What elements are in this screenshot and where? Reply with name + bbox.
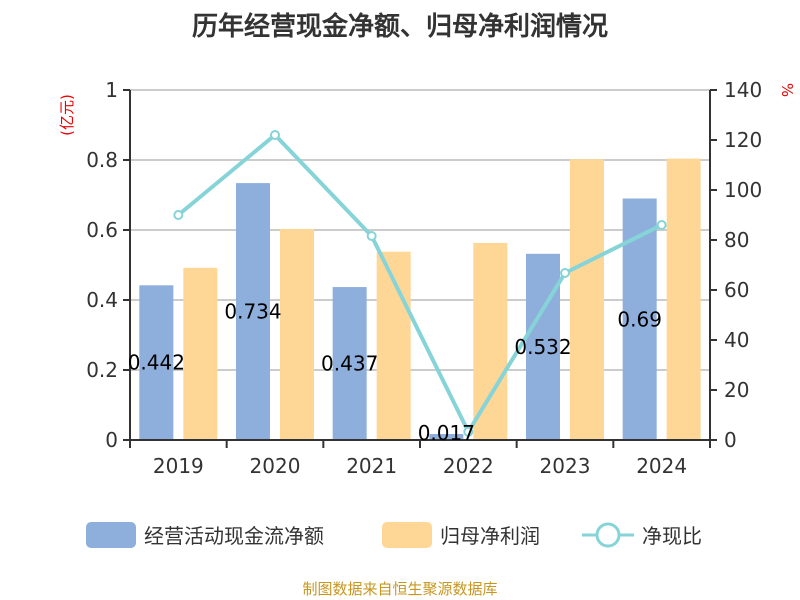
ratio-point bbox=[560, 268, 570, 278]
bar-profit bbox=[570, 159, 604, 441]
x-tick-label: 2020 bbox=[250, 454, 301, 478]
data-label: 0.734 bbox=[224, 300, 281, 324]
legend-label: 归母净利润 bbox=[440, 524, 540, 548]
left-tick-label: 0.2 bbox=[86, 358, 118, 382]
bar-cashflow bbox=[332, 287, 367, 440]
x-tick-label: 2022 bbox=[443, 454, 494, 478]
legend-marker bbox=[595, 522, 621, 548]
left-tick-label: 0.6 bbox=[86, 218, 118, 242]
legend-label: 净现比 bbox=[642, 524, 702, 548]
left-tick-label: 0.4 bbox=[86, 288, 118, 312]
right-tick-label: 20 bbox=[724, 378, 749, 402]
left-tick-label: 0.8 bbox=[86, 148, 118, 172]
ratio-point bbox=[463, 426, 474, 437]
x-tick-label: 2023 bbox=[540, 454, 591, 478]
bar-cashflow bbox=[526, 253, 560, 440]
left-axis-label: (亿元) bbox=[58, 94, 76, 136]
x-tick-label: 2021 bbox=[346, 454, 397, 478]
right-tick-label: 0 bbox=[724, 428, 737, 452]
right-tick-label: 60 bbox=[724, 278, 749, 302]
bar-cashflow bbox=[429, 434, 464, 440]
legend-label: 经营活动现金流净额 bbox=[144, 524, 324, 548]
right-tick-label: 40 bbox=[724, 328, 749, 352]
x-tick-label: 2024 bbox=[636, 454, 687, 478]
legend-swatch bbox=[382, 522, 432, 548]
ratio-line bbox=[177, 132, 663, 436]
x-tick-label: 2019 bbox=[153, 454, 204, 478]
left-tick-label: 0 bbox=[105, 428, 118, 452]
bar-cashflow bbox=[236, 183, 270, 440]
bar-profit bbox=[280, 228, 314, 440]
ratio-point bbox=[270, 130, 280, 140]
left-tick-label: 1 bbox=[105, 78, 118, 102]
bar-profit bbox=[183, 267, 218, 440]
ratio-point bbox=[366, 231, 377, 241]
bar-cashflow bbox=[139, 285, 174, 440]
data-label: 0.437 bbox=[321, 352, 378, 376]
right-tick-label: 140 bbox=[724, 78, 762, 102]
bar-profit bbox=[666, 158, 701, 440]
ratio-point bbox=[173, 210, 184, 220]
legend-swatch bbox=[86, 522, 136, 548]
right-tick-label: 100 bbox=[724, 178, 762, 202]
right-axis-label: % bbox=[778, 83, 796, 97]
bar-profit bbox=[473, 242, 508, 440]
chart-title: 历年经营现金净额、归母净利润情况 bbox=[191, 12, 608, 42]
ratio-point bbox=[656, 220, 667, 230]
bar-cashflow bbox=[622, 198, 657, 440]
right-tick-label: 120 bbox=[724, 128, 762, 152]
data-label: 0.017 bbox=[418, 421, 475, 445]
right-tick-label: 80 bbox=[724, 228, 749, 252]
data-label: 0.69 bbox=[617, 307, 662, 331]
data-label: 0.442 bbox=[128, 351, 185, 375]
data-label: 0.532 bbox=[514, 335, 571, 359]
source-note: 制图数据来自恒生聚源数据库 bbox=[302, 580, 498, 598]
